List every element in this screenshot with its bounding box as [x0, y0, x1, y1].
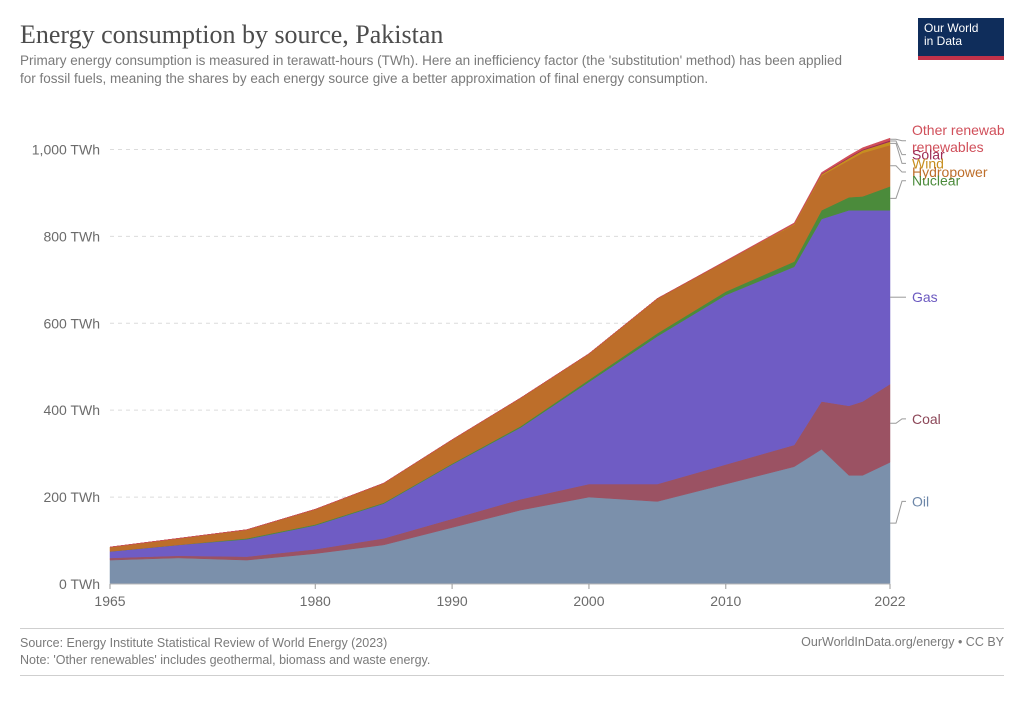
legend-label-nuclear: Nuclear: [912, 173, 961, 189]
y-tick-label: 1,000 TWh: [32, 142, 100, 158]
y-tick-label: 400 TWh: [43, 403, 100, 419]
y-tick-label: 200 TWh: [43, 490, 100, 506]
y-tick-label: 600 TWh: [43, 316, 100, 332]
owid-logo: Our World in Data: [918, 18, 1004, 60]
legend-connector-oil: [890, 502, 906, 524]
owid-logo-line-2: in Data: [924, 35, 998, 48]
x-tick-label: 2010: [710, 593, 741, 609]
footer-note: Note: 'Other renewables' includes geothe…: [20, 652, 430, 669]
x-tick-label: 1990: [437, 593, 468, 609]
chart-footer: Source: Energy Institute Statistical Rev…: [20, 628, 1004, 669]
y-tick-label: 0 TWh: [59, 576, 100, 592]
legend-connector-coal: [890, 419, 906, 423]
footer-source: Source: Energy Institute Statistical Rev…: [20, 635, 430, 652]
footer-attribution: OurWorldInData.org/energy • CC BY: [801, 635, 1004, 669]
legend-label-oil: Oil: [912, 494, 929, 510]
x-tick-label: 2000: [573, 593, 604, 609]
x-tick-label: 1965: [94, 593, 125, 609]
y-tick-label: 800 TWh: [43, 229, 100, 245]
chart-subtitle: Primary energy consumption is measured i…: [20, 52, 850, 88]
legend-label-gas: Gas: [912, 290, 938, 306]
footer-divider: [20, 675, 1004, 676]
x-tick-label: 2022: [874, 593, 905, 609]
x-tick-label: 1980: [300, 593, 331, 609]
legend-connector-hydro: [890, 166, 906, 172]
legend-connector-nuclear: [890, 181, 906, 199]
chart-area: 0 TWh 200 TWh 400 TWh 600 TWh 800 TWh 1,000 T…: [20, 94, 1004, 624]
stacked-area-chart: 0 TWh 200 TWh 400 TWh 600 TWh 800 TWh 1,000 T…: [20, 94, 1004, 624]
legend-label-other: Other renewables: [912, 122, 1004, 138]
legend-label-coal: Coal: [912, 411, 941, 427]
chart-title: Energy consumption by source, Pakistan: [20, 20, 1004, 50]
